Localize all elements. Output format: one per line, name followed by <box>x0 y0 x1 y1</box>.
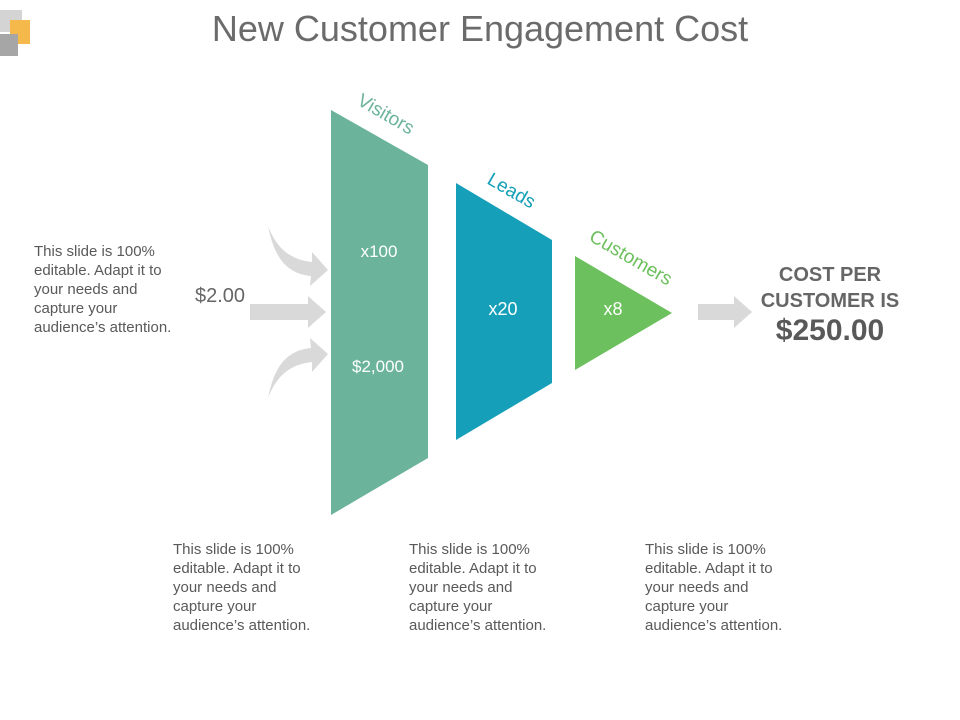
leads-shape <box>456 183 552 440</box>
logo-square-gray <box>0 34 18 56</box>
visitors-multiplier: x100 <box>361 242 398 261</box>
bottom-note-3: This slide is 100% editable. Adapt it to… <box>645 541 783 634</box>
cost-per-customer-label: COST PER CUSTOMER IS <box>760 264 900 312</box>
customers-shape <box>575 256 672 370</box>
incoming-arrows <box>250 226 328 398</box>
page-title: New Customer Engagement Cost <box>211 8 749 49</box>
visitors-amount: $2,000 <box>352 357 404 376</box>
visitors-shape <box>331 110 428 515</box>
bottom-note-1: This slide is 100% editable. Adapt it to… <box>173 541 311 634</box>
left-description: This slide is 100% editable. Adapt it to… <box>34 243 172 336</box>
straight-arrow-icon <box>250 296 326 328</box>
curved-arrow-bottom-icon <box>268 338 328 398</box>
unit-cost: $2.00 <box>195 285 246 307</box>
bottom-note-2: This slide is 100% editable. Adapt it to… <box>409 541 547 634</box>
result-arrow-icon <box>698 296 752 328</box>
curved-arrow-top-icon <box>268 226 328 286</box>
customers-multiplier: x8 <box>603 299 622 319</box>
leads-multiplier: x20 <box>488 299 517 319</box>
cost-per-customer-value: $250.00 <box>775 314 885 347</box>
